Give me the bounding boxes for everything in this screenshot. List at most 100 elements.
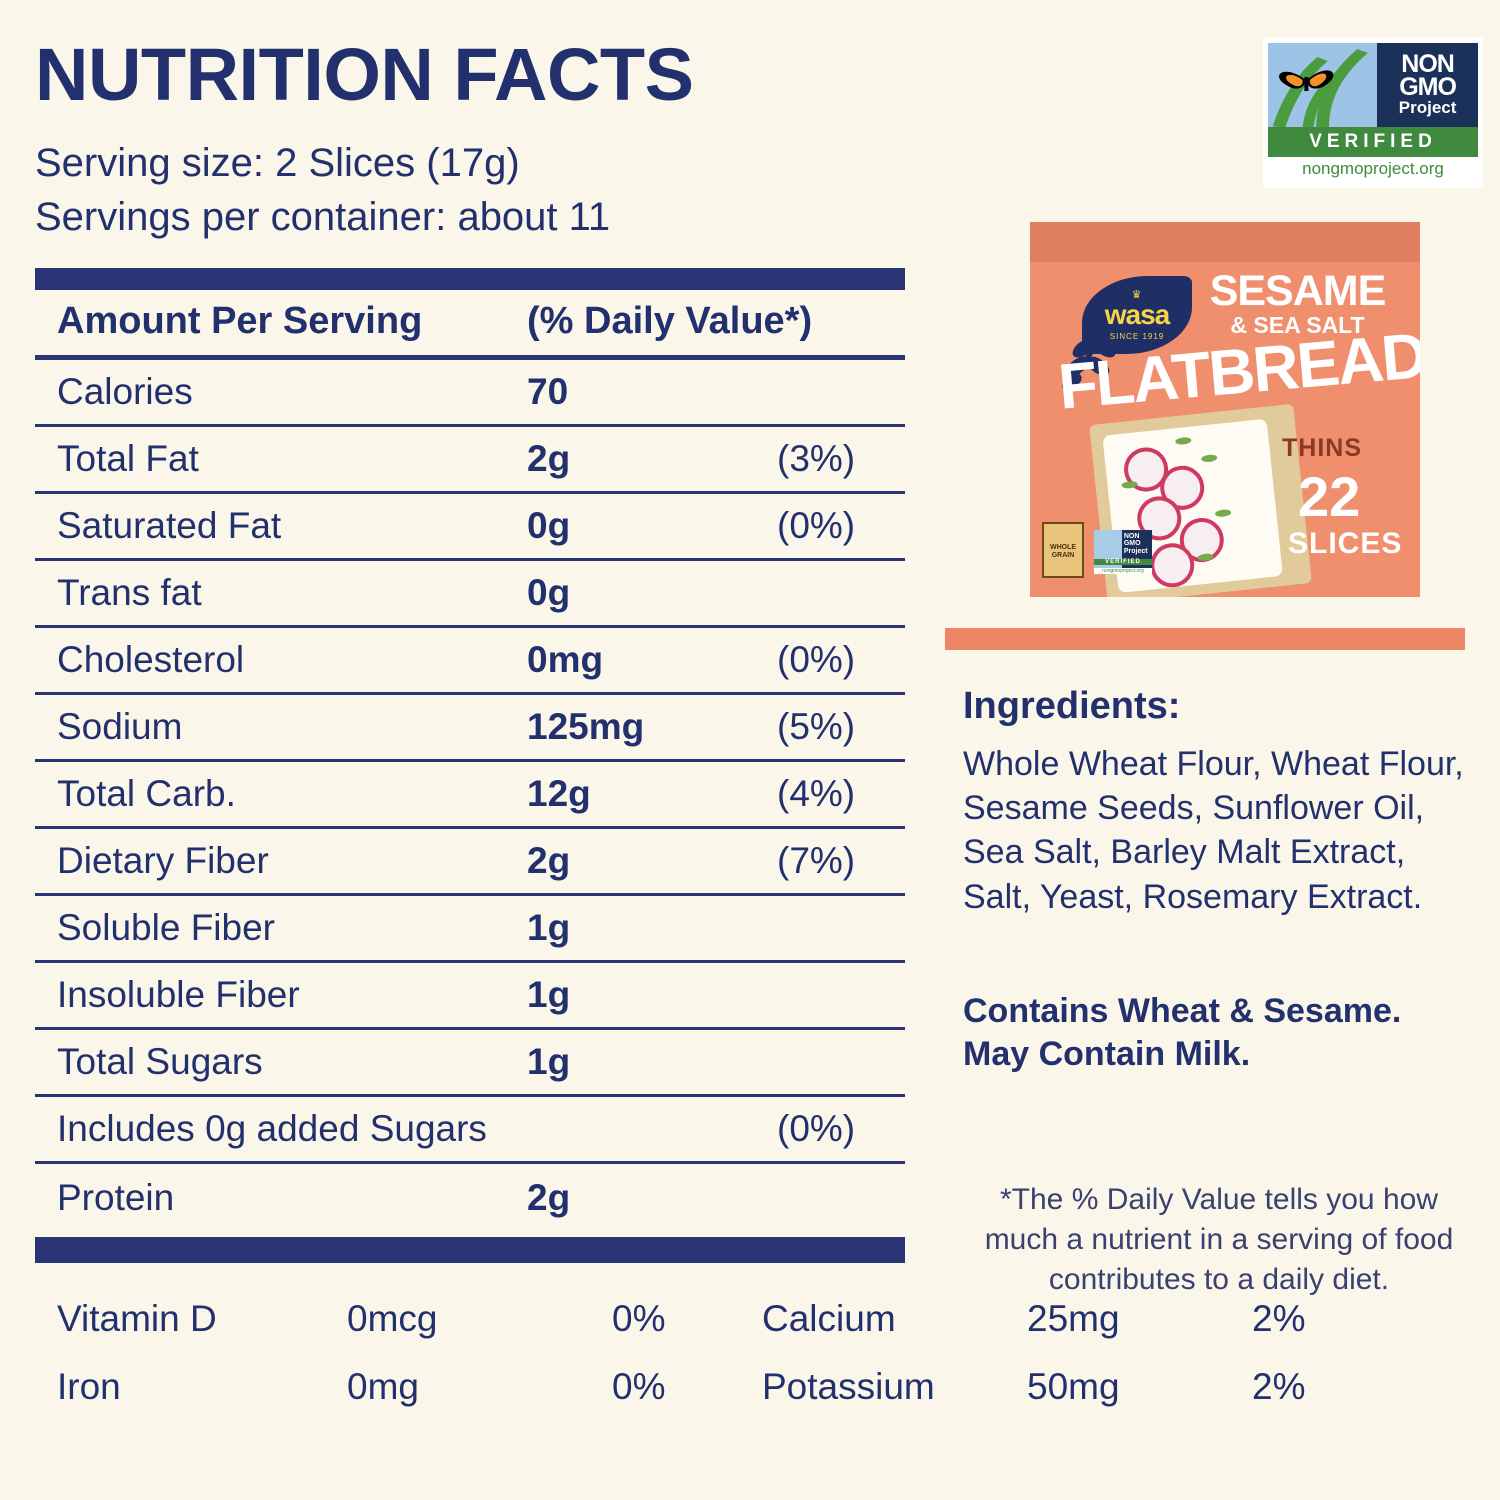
table-row: Saturated Fat 0g (0%) [35, 494, 905, 561]
product-package-image: ♛ wasa SINCE 1919 SESAME & SEA SALT [1030, 222, 1420, 597]
nutrient-label: Includes 0g added Sugars [57, 1108, 487, 1149]
table-row: Protein 2g [35, 1164, 905, 1231]
vitamin-row: Vitamin D 0mcg 0% Calcium 25mg 2% [35, 1285, 1355, 1353]
nutrient-amount: 125mg [527, 706, 645, 747]
stamp-gmo-gmo: GMO [1123, 540, 1141, 548]
nutrient-daily-value: (3%) [777, 438, 856, 479]
nutrient-label: Cholesterol [57, 639, 245, 680]
vitamin-percent: 0% [612, 1298, 666, 1339]
nutrient-amount: 12g [527, 773, 591, 814]
table-bottom-bar [35, 1237, 905, 1263]
herb-sprig [1174, 436, 1192, 446]
nutrient-daily-value: (4%) [777, 773, 856, 814]
table-row: Dietary Fiber 2g (7%) [35, 829, 905, 896]
wasa-since-text: SINCE 1919 [1109, 331, 1165, 341]
table-row: Includes 0g added Sugars (0%) [35, 1097, 905, 1164]
package-top-lip [1030, 222, 1420, 262]
nutrient-label: Saturated Fat [57, 505, 282, 546]
nutrient-daily-value: (5%) [777, 706, 856, 747]
nutrient-amount: 0g [527, 505, 571, 546]
gmo-badge-top: NON GMO Project [1268, 43, 1478, 127]
nutrient-label: Total Carb. [57, 773, 236, 814]
vitamin-amount: 0mcg [347, 1298, 438, 1339]
allergen-statement: Contains Wheat & Sesame. May Contain Mil… [963, 992, 1402, 1074]
nutrient-amount: 0mg [527, 639, 604, 680]
daily-value-header: (% Daily Value*) [527, 300, 813, 342]
serving-size: Serving size: 2 Slices (17g) [35, 141, 520, 185]
gmo-line-non: NON [1401, 49, 1455, 78]
nutrient-amount: 1g [527, 974, 571, 1015]
nutrient-amount: 2g [527, 1176, 571, 1218]
table-row: Insoluble Fiber 1g [35, 963, 905, 1030]
stamp-gmo-non: NON [1123, 533, 1140, 540]
nutrient-label: Insoluble Fiber [57, 974, 300, 1015]
ingredients-title: Ingredients: [963, 685, 1181, 727]
herb-sprig [1197, 552, 1214, 562]
amount-per-serving-header: Amount Per Serving [57, 300, 423, 342]
nutrient-rows: Calories 70 Total Fat 2g (3%) Saturated Fat 0g… [35, 360, 910, 1231]
mineral-amount: 25mg [1027, 1298, 1120, 1339]
nutrient-label: Sodium [57, 706, 183, 747]
mineral-percent: 2% [1252, 1298, 1306, 1339]
wasa-brand-text: wasa [1104, 298, 1170, 330]
nutrient-daily-value: (0%) [777, 639, 856, 680]
package-flavor: SESAME [1209, 267, 1387, 315]
table-row: Total Sugars 1g [35, 1030, 905, 1097]
nutrient-label: Total Fat [57, 438, 199, 479]
package-slice-unit: SLICES [1288, 527, 1403, 560]
stamp-butterfly-icon [1094, 530, 1122, 574]
vitamin-amount: 0mg [347, 1366, 419, 1407]
vitamin-name: Iron [57, 1366, 121, 1407]
nutrient-label: Protein [57, 1176, 175, 1218]
stamp-gmo-verified: VERIFIED [1094, 559, 1152, 565]
nutrient-daily-value: (0%) [777, 505, 856, 546]
mineral-percent: 2% [1252, 1366, 1306, 1407]
gmo-line-project: Project [1398, 97, 1457, 117]
whole-grain-stamp: WHOLE GRAIN [1042, 522, 1084, 578]
crown-icon: ♛ [1131, 288, 1143, 301]
mineral-amount: 50mg [1027, 1366, 1120, 1407]
nutrient-amount: 2g [527, 438, 571, 479]
vitamins-minerals-section: Vitamin D 0mcg 0% Calcium 25mg 2% Iron 0mg 0% Pot… [35, 1285, 1355, 1421]
nutrient-amount: 1g [527, 1041, 571, 1082]
table-row: Total Carb. 12g (4%) [35, 762, 905, 829]
daily-value-footnote: *The % Daily Value tells you how much a … [984, 1183, 1454, 1296]
nutrient-amount: 2g [527, 840, 571, 881]
nutrient-daily-value: (7%) [777, 840, 856, 881]
package-slice-count: 22 [1298, 465, 1361, 528]
gmo-url-label: nongmoproject.org [1268, 157, 1478, 181]
butterfly-grass-icon [1268, 43, 1378, 127]
nutrient-label: Soluble Fiber [57, 907, 276, 948]
nutrition-left-column: NUTRITION FACTS Serving size: 2 Slices (… [35, 38, 1305, 1421]
package-non-gmo-stamp: NON GMO Project VERIFIED nongmoproject.o… [1094, 530, 1152, 574]
nutrient-label: Calories [57, 371, 193, 412]
table-top-bar [35, 268, 905, 290]
table-row: Calories 70 [35, 360, 905, 427]
table-row: Total Fat 2g (3%) [35, 427, 905, 494]
vitamin-row: Iron 0mg 0% Potassium 50mg 2% [35, 1353, 1355, 1421]
vitamin-percent: 0% [612, 1366, 666, 1407]
vitamin-name: Vitamin D [57, 1298, 217, 1339]
orange-divider [945, 628, 1465, 650]
package-thins-label: THINS [1282, 434, 1362, 462]
gmo-badge-wordmark: NON GMO Project [1377, 43, 1478, 127]
stamp-gmo-project: Project [1123, 547, 1148, 555]
nutrient-label: Total Sugars [57, 1041, 263, 1082]
wasa-logo: ♛ wasa SINCE 1919 [1082, 276, 1192, 354]
table-row: Soluble Fiber 1g [35, 896, 905, 963]
stamp-gmo-url: nongmoproject.org [1094, 568, 1152, 574]
nutrient-daily-value: (0%) [777, 1108, 856, 1149]
table-row: Trans fat 0g [35, 561, 905, 628]
non-gmo-project-verified-badge: NON GMO Project VERIFIED nongmoproject.o… [1263, 38, 1483, 188]
nutrient-amount: 70 [527, 371, 569, 412]
table-row: Cholesterol 0mg (0%) [35, 628, 905, 695]
servings-per-container: Servings per container: about 11 [35, 195, 611, 239]
serving-info: Serving size: 2 Slices (17g) Servings pe… [35, 136, 910, 244]
nutrient-label: Trans fat [57, 572, 202, 613]
package-flavor-sub: & SEA SALT [1230, 312, 1365, 338]
herb-sprig [1214, 508, 1232, 518]
nutrient-amount: 1g [527, 907, 571, 948]
table-header-row: Amount Per Serving (% Daily Value*) [35, 290, 905, 360]
table-row: Sodium 125mg (5%) [35, 695, 905, 762]
